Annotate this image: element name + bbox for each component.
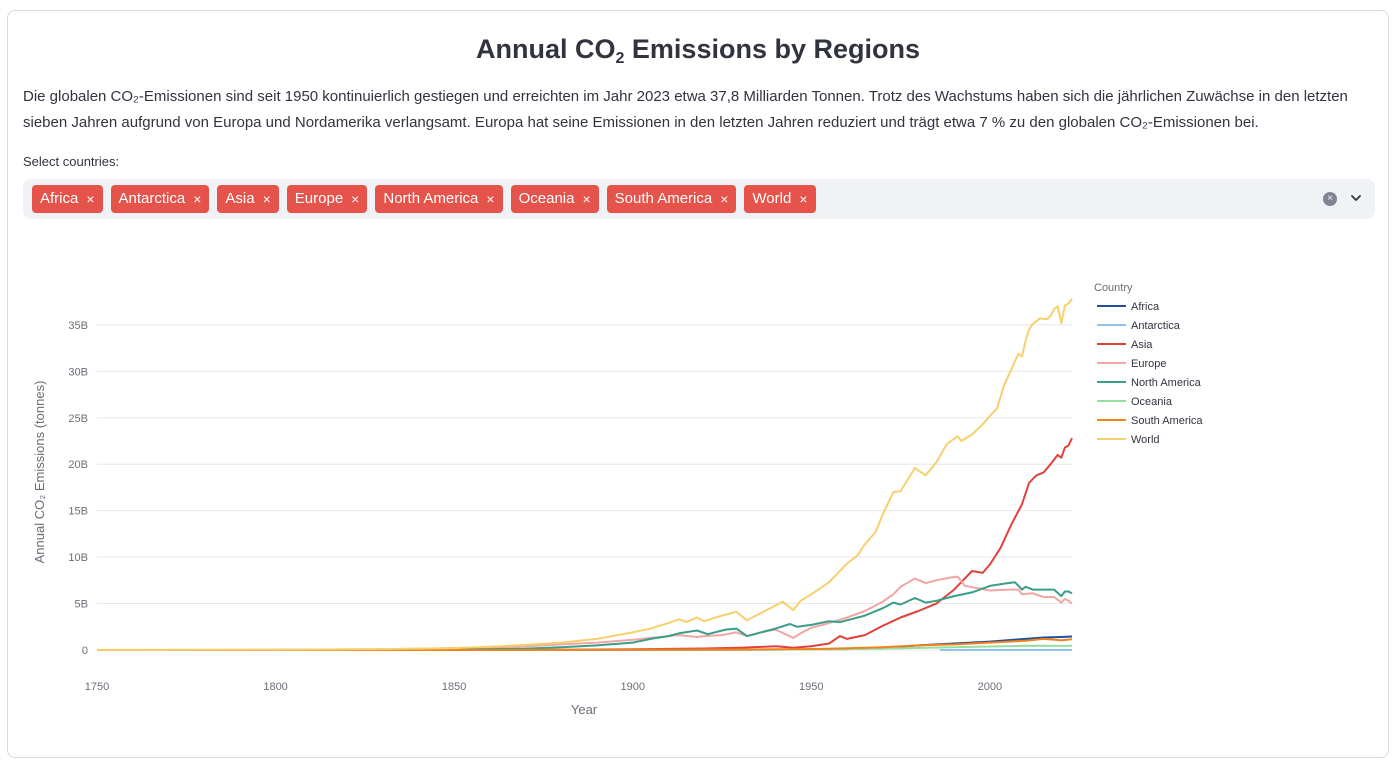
remove-tag-icon[interactable]: × <box>486 191 495 207</box>
x-tick-label: 1900 <box>620 681 644 693</box>
remove-tag-icon[interactable]: × <box>720 191 729 207</box>
description-line: Die globalen CO₂-Emissionen sind seit 19… <box>23 88 1348 105</box>
description: Die globalen CO₂-Emissionen sind seit 19… <box>23 84 1373 136</box>
tag-label: Africa <box>40 190 79 207</box>
y-tick-label: 5B <box>75 599 88 611</box>
legend-title: Country <box>1094 282 1133 294</box>
tag-asia: Asia × <box>217 185 279 213</box>
tag-europe: Europe × <box>286 185 368 213</box>
tag-world: World × <box>744 185 816 213</box>
remove-tag-icon[interactable]: × <box>262 191 271 207</box>
remove-tag-icon[interactable]: × <box>351 191 360 207</box>
series-line-north-america <box>97 581 1073 651</box>
x-tick-label: 1800 <box>263 681 287 693</box>
x-tick-label: 2000 <box>978 681 1002 693</box>
tag-africa: Africa × <box>32 185 103 213</box>
tag-label: North America <box>383 190 479 207</box>
y-tick-label: 15B <box>68 506 88 518</box>
y-tick-label: 30B <box>68 366 88 378</box>
y-tick-label: 20B <box>68 459 88 471</box>
legend-label: North America <box>1131 377 1202 389</box>
legend-label: World <box>1131 434 1160 446</box>
series-line-world <box>96 298 1073 651</box>
remove-tag-icon[interactable]: × <box>582 191 591 207</box>
page-title: Annual CO2 Emissions by Regions <box>476 34 920 67</box>
tag-label: Oceania <box>518 190 575 207</box>
tag-label: World <box>752 190 792 207</box>
y-axis-title: Annual CO₂ Emissions (tonnes) <box>32 381 47 564</box>
legend-label: Antarctica <box>1131 320 1181 332</box>
description-line: sieben Jahren aufgrund von Europa und No… <box>23 114 1259 131</box>
tag-oceania: Oceania × <box>510 185 599 213</box>
y-tick-label: 0 <box>82 645 88 657</box>
x-tick-label: 1750 <box>85 681 109 693</box>
series-line-europe <box>96 575 1073 651</box>
tag-label: Antarctica <box>118 190 186 207</box>
y-tick-label: 35B <box>68 320 88 332</box>
emissions-line-chart: 0 5B 10B 15B 20B 25B 30B 35B 1750 1800 1850 1900 195… <box>32 282 1203 717</box>
series-line-south-america <box>97 637 1073 651</box>
remove-tag-icon[interactable]: × <box>799 191 808 207</box>
tag-label: Asia <box>225 190 255 207</box>
legend-label: Asia <box>1131 339 1153 351</box>
legend-label: Europe <box>1131 358 1166 370</box>
legend-label: Africa <box>1131 301 1160 313</box>
tag-antarctica: Antarctica × <box>110 185 210 213</box>
remove-tag-icon[interactable]: × <box>86 191 95 207</box>
y-tick-label: 10B <box>68 552 88 564</box>
remove-tag-icon[interactable]: × <box>193 191 202 207</box>
legend-label: Oceania <box>1131 396 1173 408</box>
y-tick-label: 25B <box>68 413 88 425</box>
chevron-down-icon[interactable] <box>1348 188 1364 208</box>
legend-label: South America <box>1131 415 1203 427</box>
clear-all-icon[interactable]: × <box>1323 192 1337 206</box>
x-tick-label: 1850 <box>442 681 466 693</box>
tag-label: South America <box>614 190 713 207</box>
select-countries-label: Select countries: <box>23 154 120 169</box>
x-tick-label: 1950 <box>799 681 823 693</box>
tag-south-america: South America × <box>606 185 737 213</box>
tag-label: Europe <box>294 190 344 207</box>
x-axis-title: Year <box>571 702 598 717</box>
series-line-asia <box>96 437 1073 651</box>
country-multiselect[interactable]: Africa × Antarctica × Asia × Europe × North … <box>23 179 1375 219</box>
app-frame <box>7 10 1389 758</box>
tag-north-america: North America × <box>375 185 503 213</box>
selected-tags: Africa × Antarctica × Asia × Europe × North … <box>32 185 816 213</box>
